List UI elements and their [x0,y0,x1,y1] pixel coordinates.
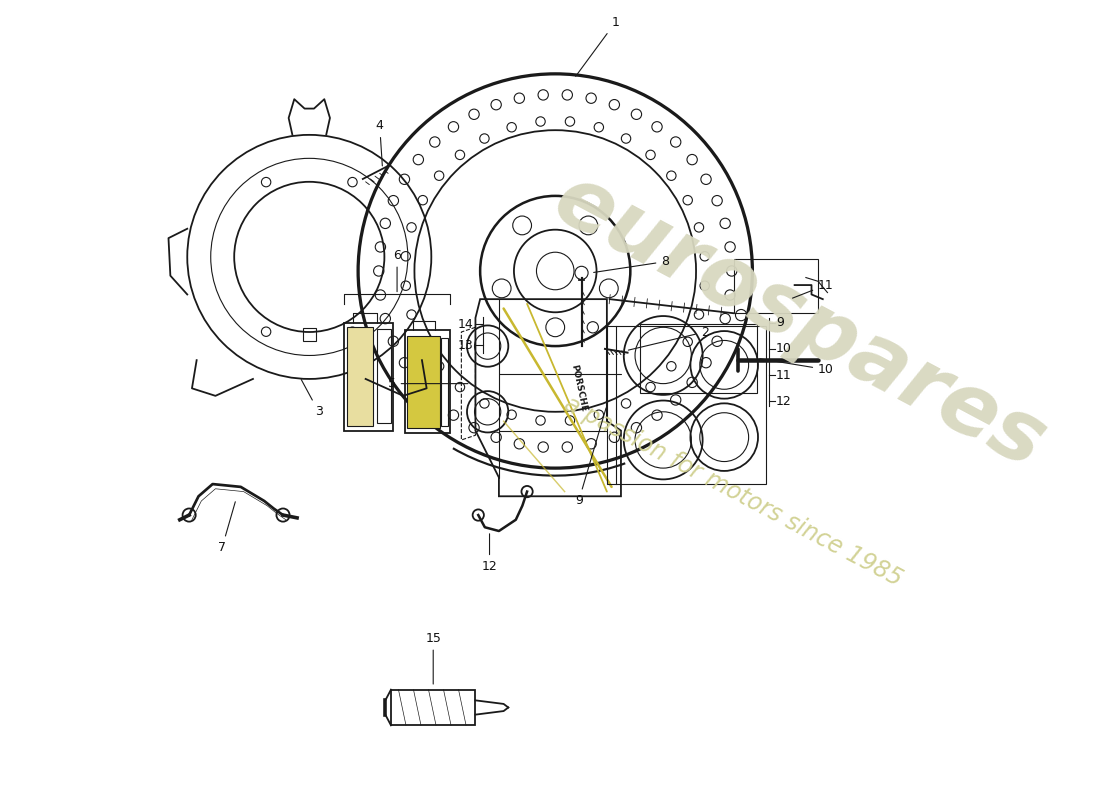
Text: 10: 10 [760,358,834,376]
Text: a passion for motors since 1985: a passion for motors since 1985 [561,392,906,591]
Text: 2: 2 [628,326,708,350]
Bar [441,338,448,426]
Text: 11: 11 [776,369,792,382]
Bar [640,325,757,393]
Text: 3: 3 [301,379,322,418]
Text: 1: 1 [575,16,619,76]
Bar [346,327,373,426]
Text: 13: 13 [458,338,474,352]
Bar [377,329,390,423]
Text: eurospares: eurospares [539,158,1059,487]
Bar [405,330,450,434]
Text: 4: 4 [376,119,384,166]
Bar [390,690,475,726]
Text: 14: 14 [458,318,474,331]
Bar [344,322,393,430]
Text: 8: 8 [594,255,669,273]
Text: 11: 11 [792,278,834,298]
Text: 12: 12 [776,395,792,408]
Text: 7: 7 [218,502,235,554]
Bar [302,328,316,342]
Bar [734,258,818,314]
Text: PORSCHE: PORSCHE [570,364,589,413]
Text: 12: 12 [482,534,497,573]
Text: 9: 9 [776,316,783,329]
Bar [616,326,767,484]
Text: 9: 9 [575,408,606,507]
Bar [407,336,440,428]
Text: 6: 6 [393,249,402,292]
Text: 15: 15 [426,631,441,684]
Text: 5: 5 [387,377,468,390]
Text: 10: 10 [776,342,792,355]
